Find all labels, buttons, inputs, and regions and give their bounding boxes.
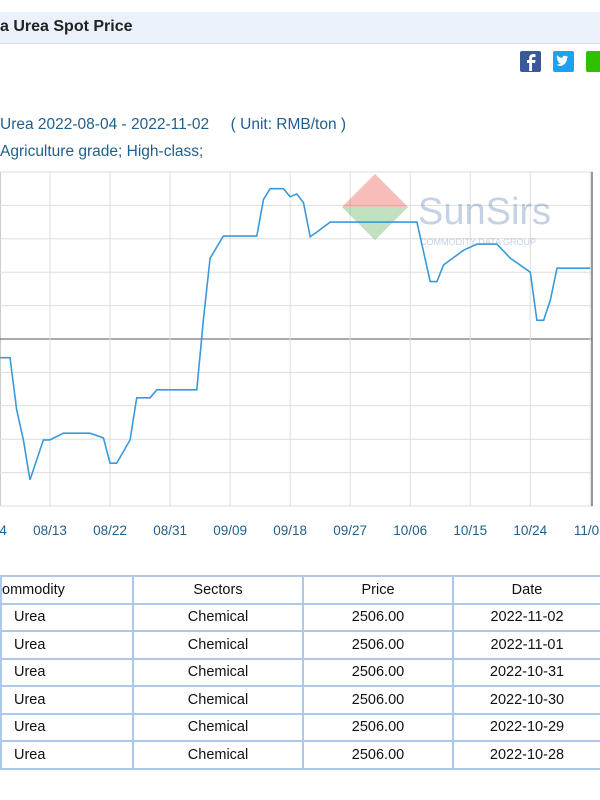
table-cell: Chemical bbox=[132, 740, 304, 770]
x-tick-label: 08/22 bbox=[93, 523, 127, 538]
page-title: a Urea Spot Price bbox=[0, 18, 133, 35]
table-cell: Chemical bbox=[132, 712, 304, 742]
table-row: Urea Chemical 2506.00 2022-10-29 bbox=[0, 712, 600, 742]
table-cell: Urea bbox=[0, 657, 134, 687]
table-row: Urea Chemical 2506.00 2022-10-31 bbox=[0, 657, 600, 687]
table-cell: Urea bbox=[0, 685, 134, 715]
table-cell: 2506.00 bbox=[302, 712, 454, 742]
table-cell: 2022-11-02 bbox=[452, 602, 600, 632]
table-cell: Urea bbox=[0, 740, 134, 770]
table-row: Urea Chemical 2506.00 2022-11-02 bbox=[0, 602, 600, 632]
table-cell: 2022-10-30 bbox=[452, 685, 600, 715]
chart-subtitle: Agriculture grade; High-class; bbox=[0, 143, 204, 160]
header-bar: a Urea Spot Price bbox=[0, 12, 600, 44]
x-tick-label: 08/04 bbox=[0, 523, 7, 538]
table-body: Urea Chemical 2506.00 2022-11-02 Urea Chemica… bbox=[0, 602, 600, 770]
column-header: Date bbox=[452, 575, 600, 605]
chart-title: Urea 2022-08-04 - 2022-11-02 bbox=[0, 116, 210, 133]
chart: SunSirs COMMODITY DATA GROUP 08/04 08/13 0… bbox=[0, 171, 600, 538]
x-tick-label: 09/27 bbox=[333, 523, 367, 538]
table-row: Urea Chemical 2506.00 2022-11-01 bbox=[0, 630, 600, 660]
x-tick-label: 10/24 bbox=[513, 523, 547, 538]
table-cell: Urea bbox=[0, 712, 134, 742]
x-tick-label: 08/13 bbox=[33, 523, 67, 538]
x-tick-label: 11/02 bbox=[574, 523, 600, 538]
wechat-icon[interactable] bbox=[586, 51, 600, 72]
table-cell: Chemical bbox=[132, 657, 304, 687]
x-tick-label: 09/18 bbox=[273, 523, 307, 538]
table-header: ommodity Sectors Price Date bbox=[0, 575, 600, 605]
watermark: SunSirs COMMODITY DATA GROUP bbox=[342, 174, 551, 247]
x-tick-label: 10/15 bbox=[453, 523, 487, 538]
table-cell: Chemical bbox=[132, 602, 304, 632]
column-header: Sectors bbox=[132, 575, 304, 605]
x-tick-label: 08/31 bbox=[153, 523, 187, 538]
watermark-tagline: COMMODITY DATA GROUP bbox=[420, 237, 536, 247]
x-tick-label: 09/09 bbox=[213, 523, 247, 538]
table-cell: 2022-11-01 bbox=[452, 630, 600, 660]
table-cell: Urea bbox=[0, 630, 134, 660]
table-row: Urea Chemical 2506.00 2022-10-30 bbox=[0, 685, 600, 715]
table-cell: 2506.00 bbox=[302, 685, 454, 715]
table-cell: 2506.00 bbox=[302, 740, 454, 770]
table-row: Urea Chemical 2506.00 2022-10-28 bbox=[0, 740, 600, 770]
price-line bbox=[0, 187, 591, 481]
column-header: ommodity bbox=[0, 575, 134, 605]
table-cell: Chemical bbox=[132, 630, 304, 660]
table-cell: 2506.00 bbox=[302, 602, 454, 632]
table-cell: 2506.00 bbox=[302, 657, 454, 687]
table-cell: 2022-10-29 bbox=[452, 712, 600, 742]
table-cell: 2022-10-28 bbox=[452, 740, 600, 770]
price-table: ommodity Sectors Price Date Urea Chemical 250… bbox=[0, 575, 600, 770]
table-cell: Chemical bbox=[132, 685, 304, 715]
x-tick-label: 10/06 bbox=[393, 523, 427, 538]
table-cell: 2506.00 bbox=[302, 630, 454, 660]
table-cell: 2022-10-31 bbox=[452, 657, 600, 687]
column-header: Price bbox=[302, 575, 454, 605]
chart-title-row: Urea 2022-08-04 - 2022-11-02 ( Unit: RMB… bbox=[0, 116, 346, 134]
chart-unit: ( Unit: RMB/ton ) bbox=[230, 116, 347, 133]
watermark-brand: SunSirs bbox=[418, 191, 551, 233]
share-icons bbox=[520, 51, 600, 72]
table-cell: Urea bbox=[0, 602, 134, 632]
